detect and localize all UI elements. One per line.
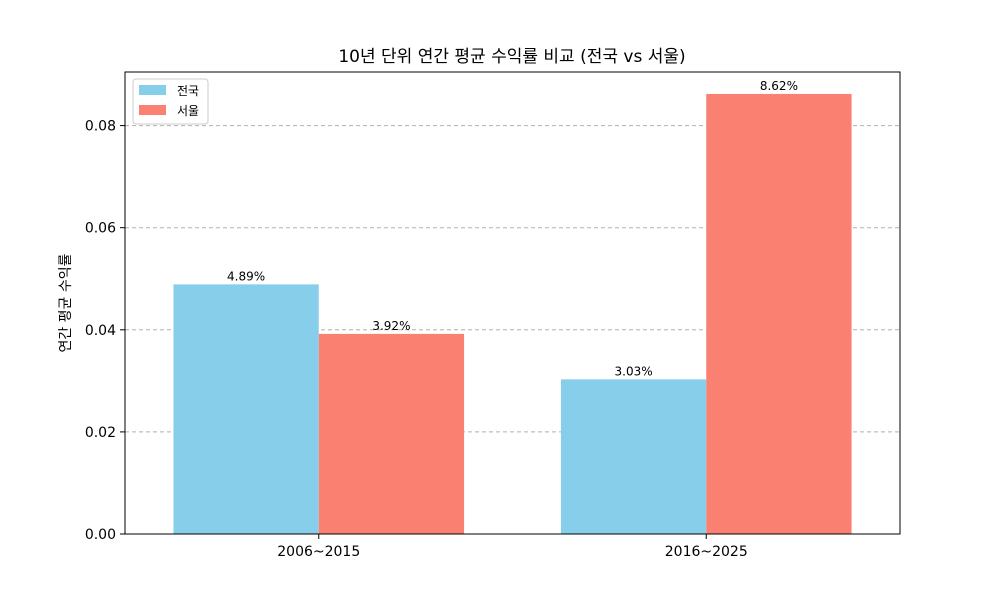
y-tick-label: 0.06 <box>85 221 116 237</box>
legend-label: 서울 <box>177 104 199 118</box>
bars <box>173 93 852 534</box>
data-label: 3.92% <box>372 319 410 333</box>
chart-title: 10년 단위 연간 평균 수익률 비교 (전국 vs 서울) <box>338 47 685 67</box>
legend-label: 전국 <box>177 84 199 98</box>
y-tick-label: 0.08 <box>85 119 116 135</box>
data-label: 8.62% <box>760 79 798 93</box>
y-axis: 0.00 0.02 0.04 0.06 0.08 <box>85 119 125 543</box>
x-axis: 2006~2015 2016~2025 <box>277 534 748 560</box>
y-axis-label: 연간 평균 수익률 <box>58 253 74 352</box>
bar-전국-2016~2025 <box>560 379 707 534</box>
data-labels: 4.89% 3.92% 3.03% 8.62% <box>227 79 798 378</box>
y-tick-label: 0.00 <box>85 527 116 543</box>
x-tick-label: 2016~2025 <box>665 544 748 560</box>
y-tick-label: 0.02 <box>85 425 116 441</box>
plot-frame <box>124 71 901 535</box>
bar-전국-2006~2015 <box>173 284 319 534</box>
y-tick-label: 0.04 <box>85 323 116 339</box>
bar-서울-2006~2015 <box>318 333 465 534</box>
data-label: 4.89% <box>227 269 265 283</box>
legend-swatch-서울 <box>139 105 166 115</box>
legend-swatch-전국 <box>139 85 166 95</box>
bar-서울-2016~2025 <box>706 93 852 534</box>
data-label: 3.03% <box>615 364 653 378</box>
x-tick-label: 2006~2015 <box>277 544 360 560</box>
